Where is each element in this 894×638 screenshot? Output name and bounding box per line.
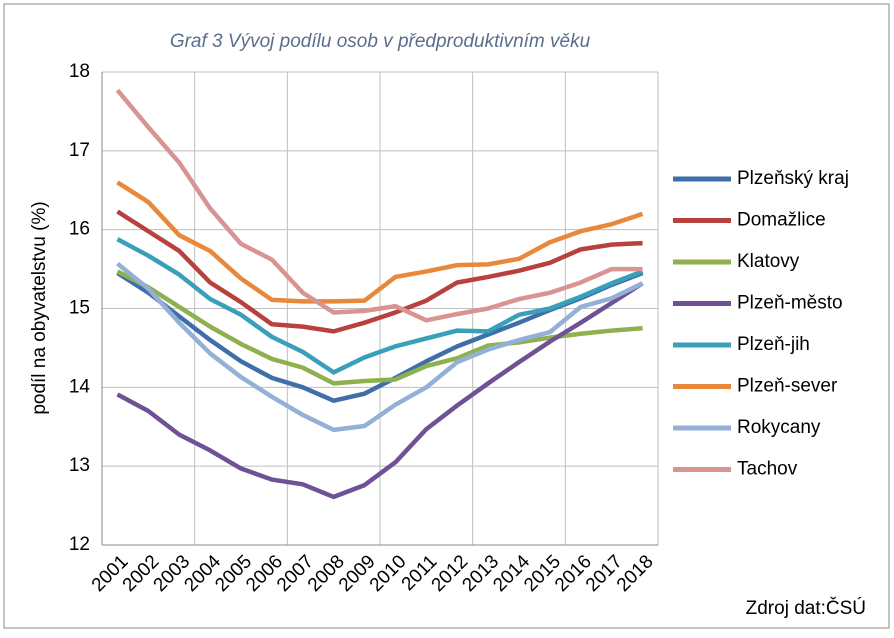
series-line	[116, 237, 644, 375]
legend-label: Plzeň-město	[737, 293, 843, 314]
source: Zdroj dat:ČSÚ	[746, 597, 866, 619]
y-axis-label: podíl na obyvatelstvu (%)	[29, 201, 50, 414]
chart-title: Graf 3 Vývoj podílu osob v předproduktiv…	[170, 31, 591, 52]
y-tick-label: 12	[69, 534, 90, 555]
y-tick-label: 17	[69, 140, 90, 161]
legend-label: Plzeň-sever	[737, 376, 838, 397]
y-tick-label: 18	[69, 61, 90, 82]
y-tick-label: 13	[69, 455, 90, 476]
series-line	[115, 88, 643, 323]
y-tick-label: 15	[69, 298, 90, 319]
y-tick-label: 16	[69, 219, 90, 240]
series-line	[116, 281, 644, 500]
series-line	[116, 180, 644, 304]
series-line	[116, 209, 643, 334]
legend-label: Plzeň-jih	[737, 334, 810, 355]
series-line	[116, 261, 644, 433]
legend-label: Plzeňský kraj	[737, 168, 849, 189]
legend-label: Rokycany	[737, 417, 821, 438]
legend-label: Tachov	[737, 459, 798, 480]
legend-label: Domažlice	[737, 210, 826, 231]
y-tick-label: 14	[69, 376, 91, 397]
legend-label: Klatovy	[737, 251, 800, 272]
